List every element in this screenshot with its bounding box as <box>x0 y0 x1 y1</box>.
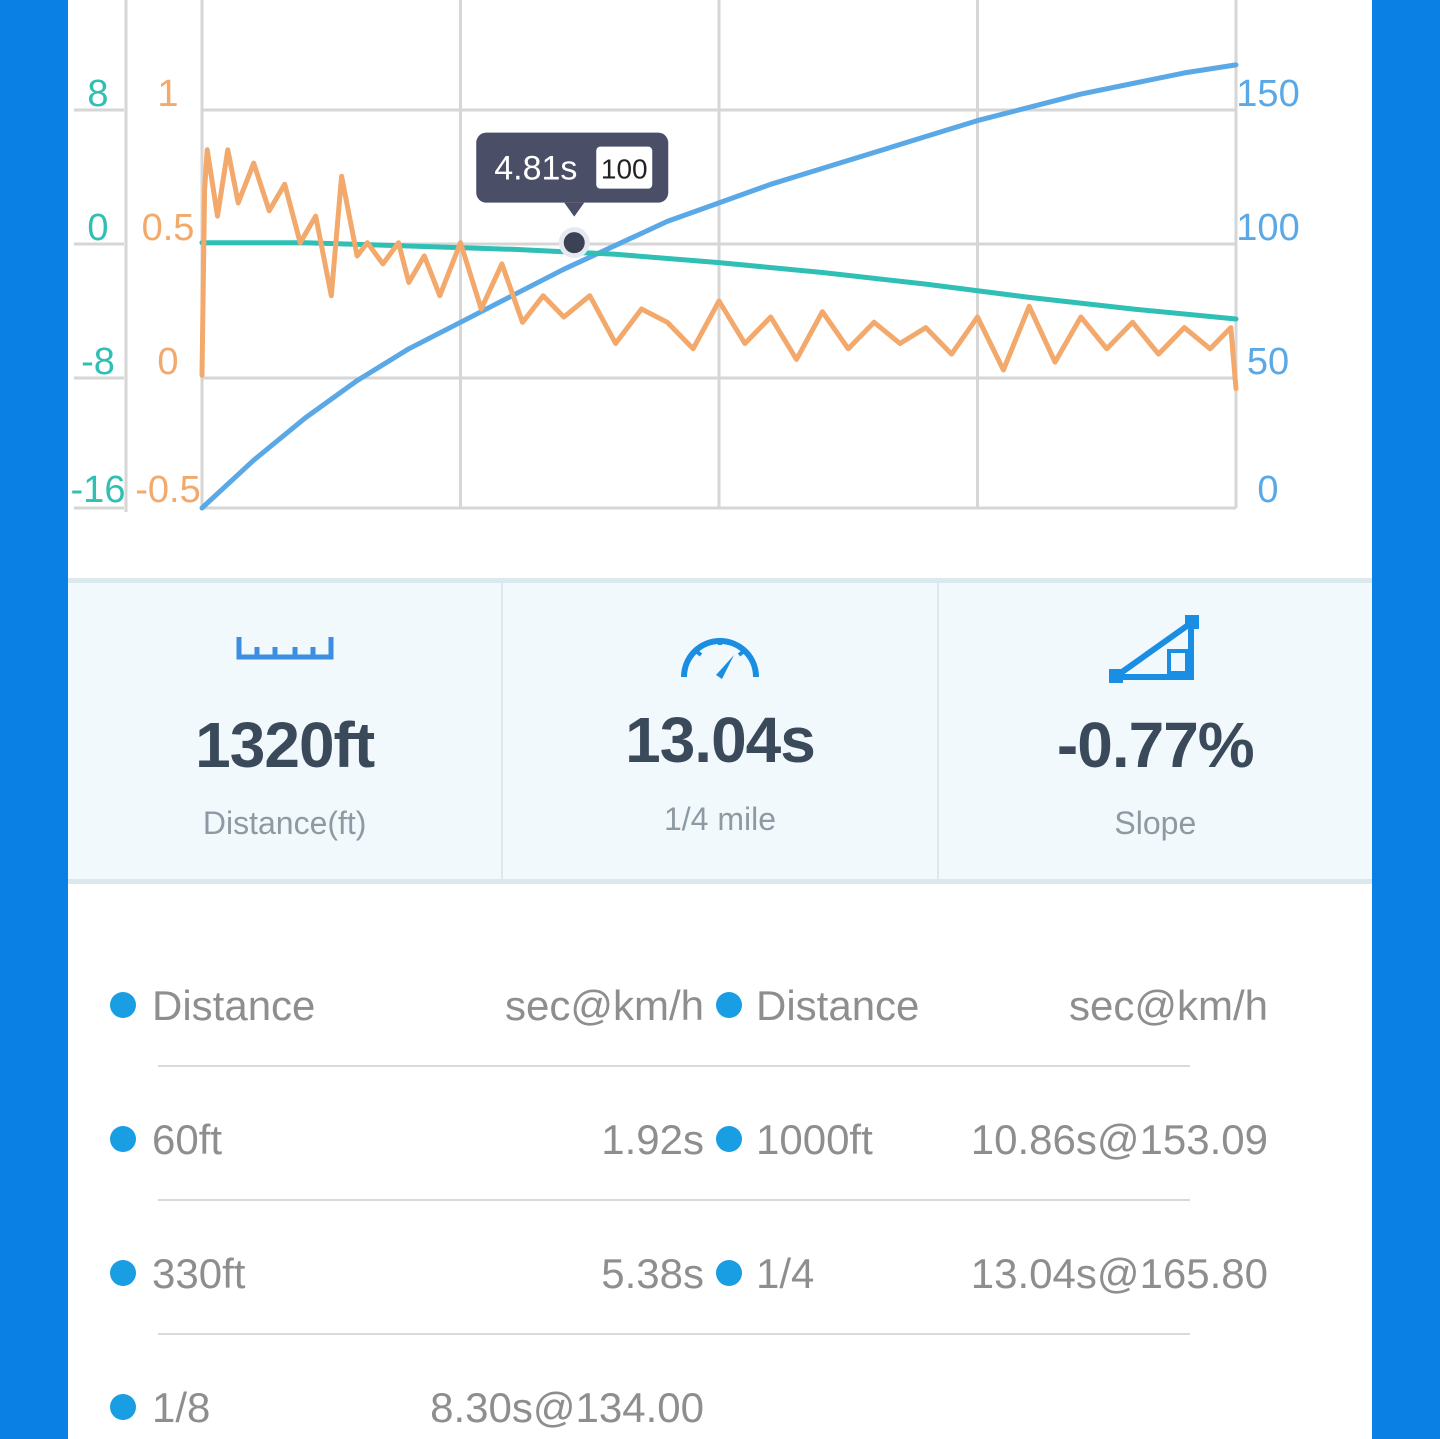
stat-value: -0.77% <box>1056 709 1255 781</box>
split-distance: 1/4 <box>756 1250 815 1297</box>
tooltip-marker <box>558 227 590 259</box>
split-time: 8.30s@134.00 <box>430 1384 704 1431</box>
y-tick-label: 1 <box>157 73 178 115</box>
slope-icon <box>1109 615 1200 683</box>
tooltip-time: 4.81s <box>494 150 577 188</box>
tooltip-arrow <box>564 202 585 217</box>
chart-tick-labels: 8 0 -8 -16 1 0.5 0 -0.5 150 100 50 0 <box>71 73 1300 511</box>
stat-label: Slope <box>1114 805 1197 841</box>
bullet-dot <box>110 1260 136 1286</box>
y-tick-label: 150 <box>1236 73 1299 115</box>
y-tick-label: 0 <box>157 341 178 383</box>
table-cell: 60ft 1.92s <box>108 1072 704 1206</box>
series-line <box>199 62 1239 511</box>
table-cell: 1000ft 10.86s@153.09 <box>714 1072 1268 1206</box>
tooltip-badge-text: 100 <box>601 154 648 185</box>
y-tick-label: 8 <box>87 73 108 115</box>
row-divider <box>158 1065 1190 1067</box>
table-header-row: Distance sec@km/h Distance sec@km/h <box>68 938 1372 1072</box>
y-tick-label: 100 <box>1236 207 1299 249</box>
speed-chart[interactable]: 8 0 -8 -16 1 0.5 0 -0.5 150 100 50 0 4.81s 100 <box>68 0 1372 580</box>
table-row: 60ft 1.92s 1000ft 10.86s@153.09 <box>68 1072 1372 1206</box>
table-cell: 1/4 13.04s@165.80 <box>714 1206 1268 1340</box>
y-tick-label: -8 <box>81 341 115 383</box>
row-divider <box>158 1333 1190 1335</box>
series-line <box>199 240 1239 322</box>
bullet-dot <box>716 1260 742 1286</box>
bullet-dot <box>110 1394 136 1420</box>
bullet-dot <box>716 992 742 1018</box>
table-row: 330ft 5.38s 1/4 13.04s@165.80 <box>68 1206 1372 1340</box>
stats-bar: 1320ft Distance(ft) 13.04s 1/4 mile -0.7… <box>68 578 1372 884</box>
stat-slope: -0.77% Slope <box>936 583 1372 879</box>
split-distance: 60ft <box>152 1116 223 1163</box>
split-time: 1.92s <box>601 1116 704 1163</box>
chart-tooltip: 4.81s 100 <box>476 132 669 259</box>
split-distance: 1/8 <box>152 1384 211 1431</box>
y-tick-label: 0 <box>1257 469 1278 511</box>
chart-series <box>199 62 1239 511</box>
split-time: 13.04s@165.80 <box>970 1250 1268 1297</box>
y-tick-label: -0.5 <box>135 469 200 511</box>
bullet-dot <box>716 1126 742 1152</box>
ruler-icon <box>236 637 334 660</box>
app-panel: 8 0 -8 -16 1 0.5 0 -0.5 150 100 50 0 4.81s 100 1320f… <box>68 0 1372 1439</box>
table-cell: Distance sec@km/h <box>108 938 704 1072</box>
column-header: Distance <box>152 982 316 1029</box>
y-tick-label: -16 <box>71 469 126 511</box>
row-divider <box>158 1199 1190 1201</box>
bullet-dot <box>110 1126 136 1152</box>
column-header: sec@km/h <box>504 982 704 1029</box>
stat-label: Distance(ft) <box>202 805 367 841</box>
stat-distance: 1320ft Distance(ft) <box>68 583 501 879</box>
y-tick-label: 0 <box>87 207 108 249</box>
stat-value: 13.04s <box>625 704 816 776</box>
series-line <box>199 147 1239 392</box>
speedometer-icon <box>680 638 759 679</box>
table-cell: 330ft 5.38s <box>108 1206 704 1340</box>
y-tick-label: 0.5 <box>142 207 195 249</box>
stat-label: 1/4 mile <box>663 801 777 837</box>
tooltip-badge <box>596 146 653 189</box>
split-distance: 330ft <box>152 1250 246 1297</box>
y-tick-label: 50 <box>1247 341 1289 383</box>
stat-value: 1320ft <box>195 709 375 781</box>
split-time: 5.38s <box>601 1250 704 1297</box>
split-distance: 1000ft <box>756 1116 873 1163</box>
split-time: 10.86s@153.09 <box>970 1116 1268 1163</box>
column-header: sec@km/h <box>1068 982 1268 1029</box>
column-header: Distance <box>756 982 920 1029</box>
bullet-dot <box>110 992 136 1018</box>
table-cell: 1/8 8.30s@134.00 <box>108 1340 704 1439</box>
table-cell: Distance sec@km/h <box>714 938 1268 1072</box>
stat-quarter-mile: 13.04s 1/4 mile <box>501 583 936 879</box>
table-row: 1/8 8.30s@134.00 <box>68 1340 1372 1439</box>
